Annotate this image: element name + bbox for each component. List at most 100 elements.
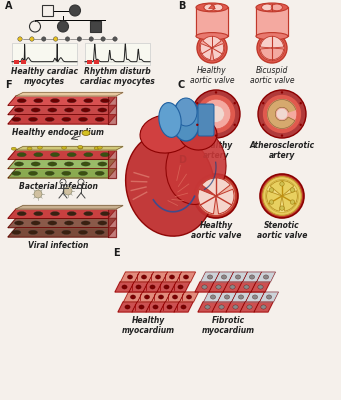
Ellipse shape [150,285,155,289]
Text: Viral infection: Viral infection [28,241,88,250]
Wedge shape [212,44,224,60]
Wedge shape [267,191,282,211]
Polygon shape [157,282,176,292]
Wedge shape [260,48,284,60]
Ellipse shape [17,98,26,103]
Ellipse shape [169,275,175,279]
Ellipse shape [28,117,38,122]
Polygon shape [16,92,123,96]
Circle shape [201,99,231,129]
Ellipse shape [34,98,43,103]
Polygon shape [8,218,116,228]
Polygon shape [268,100,296,128]
Ellipse shape [159,103,181,137]
Circle shape [192,90,240,138]
Circle shape [89,37,93,41]
Circle shape [70,5,80,16]
Ellipse shape [166,130,226,204]
Text: A: A [5,1,13,11]
Circle shape [197,177,235,215]
Polygon shape [228,272,248,282]
Wedge shape [216,189,234,214]
Circle shape [194,174,238,218]
Wedge shape [282,191,297,211]
Ellipse shape [31,162,40,166]
Ellipse shape [100,212,109,216]
Ellipse shape [271,4,282,11]
Ellipse shape [186,295,192,299]
Polygon shape [223,282,242,292]
Polygon shape [132,302,151,312]
Ellipse shape [14,108,24,112]
Text: Fibrotic
myocardium: Fibrotic myocardium [202,316,255,335]
Circle shape [281,134,283,137]
Ellipse shape [62,117,71,122]
Ellipse shape [167,305,172,309]
Ellipse shape [48,162,57,166]
Text: Stenotic
aortic valve: Stenotic aortic valve [257,221,307,240]
Bar [87,60,92,64]
Ellipse shape [95,117,104,122]
Polygon shape [143,282,162,292]
Ellipse shape [224,295,229,299]
Ellipse shape [14,162,24,166]
Circle shape [234,102,236,104]
Ellipse shape [34,212,43,216]
Ellipse shape [256,3,288,12]
Ellipse shape [183,275,189,279]
Circle shape [260,174,304,218]
Polygon shape [195,282,214,292]
Polygon shape [16,146,123,150]
Ellipse shape [28,171,38,176]
Circle shape [276,108,288,120]
Circle shape [280,182,284,186]
Ellipse shape [122,285,127,289]
Ellipse shape [249,275,255,279]
Ellipse shape [127,275,133,279]
Ellipse shape [212,4,223,11]
Ellipse shape [81,108,90,112]
Ellipse shape [34,152,43,157]
Polygon shape [134,272,153,282]
Text: B: B [178,1,186,11]
Circle shape [215,91,217,94]
Ellipse shape [196,3,228,12]
Circle shape [266,180,298,212]
Ellipse shape [84,212,93,216]
Ellipse shape [196,32,228,40]
Ellipse shape [261,305,266,309]
Circle shape [259,35,285,61]
Ellipse shape [64,221,74,225]
Ellipse shape [78,117,88,122]
Circle shape [64,187,72,195]
Polygon shape [212,302,231,312]
Circle shape [113,37,117,41]
Polygon shape [179,292,198,302]
Ellipse shape [27,147,32,150]
Bar [42,5,53,16]
Polygon shape [8,159,116,169]
Ellipse shape [12,171,21,176]
Polygon shape [123,292,143,302]
Polygon shape [226,302,245,312]
Ellipse shape [181,305,186,309]
Polygon shape [196,7,228,36]
Wedge shape [203,36,221,48]
Circle shape [18,37,22,41]
Ellipse shape [50,98,60,103]
Polygon shape [108,209,116,237]
Ellipse shape [82,130,90,136]
Text: Healthy
myocardium: Healthy myocardium [121,316,175,335]
Circle shape [199,35,225,61]
Circle shape [280,206,284,210]
Polygon shape [246,292,265,302]
Ellipse shape [219,305,224,309]
Polygon shape [8,209,116,218]
Text: F: F [5,80,12,90]
Ellipse shape [172,99,200,141]
Ellipse shape [38,146,42,149]
Polygon shape [115,282,134,292]
Polygon shape [146,302,165,312]
Circle shape [290,200,295,204]
Polygon shape [256,7,288,36]
